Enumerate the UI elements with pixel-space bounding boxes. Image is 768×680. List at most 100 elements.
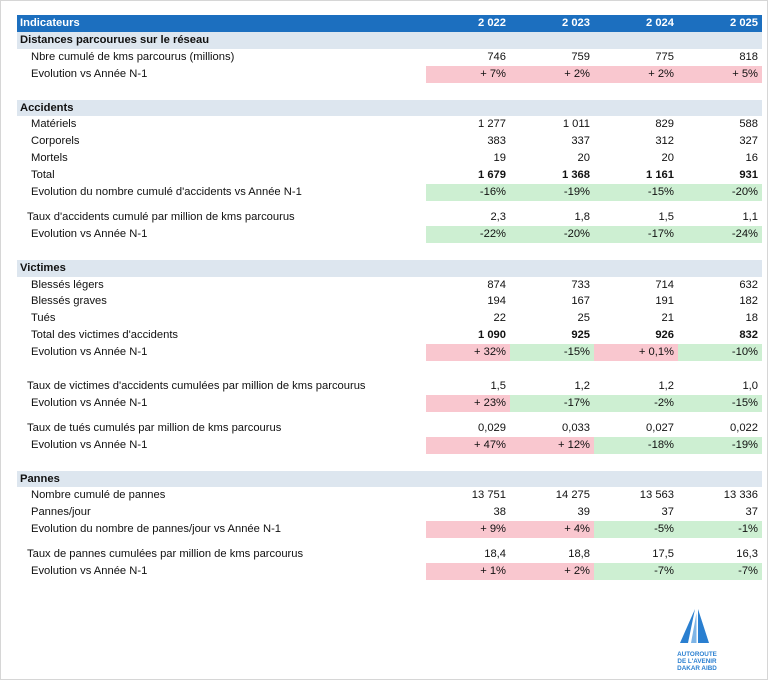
row-value: -15% <box>678 394 762 412</box>
row-value: 1 277 <box>478 118 506 131</box>
row-label: Total des victimes d'accidents <box>31 329 179 342</box>
row-value: 16 <box>745 152 758 165</box>
row-label: Evolution vs Année N-1 <box>31 67 148 80</box>
row-label: Matériels <box>31 118 77 131</box>
table-row: Taux de pannes cumulées par million de k… <box>17 546 762 563</box>
spacer-cell <box>17 454 762 471</box>
row-value: 38 <box>493 506 506 519</box>
row-value: 37 <box>745 506 758 519</box>
row-label: Total <box>31 169 55 182</box>
row-value: 746 <box>487 50 506 63</box>
row-label: Evolution du nombre cumulé d'accidents v… <box>31 186 302 199</box>
table-row: Total 1 679 1 368 1 161 931 <box>17 167 762 184</box>
table-row: Evolution vs Année N-1 -22% -20% -17% -24% <box>17 225 762 243</box>
row-value: + 5% <box>678 65 762 83</box>
row-value: + 12% <box>510 436 594 454</box>
row-label: Evolution vs Année N-1 <box>31 227 148 240</box>
row-value: 383 <box>487 135 506 148</box>
row-value: + 47% <box>426 436 510 454</box>
row-value: 1 090 <box>478 329 506 342</box>
spacer-cell <box>17 201 762 209</box>
row-label: Evolution du nombre de pannes/jour vs An… <box>31 523 282 536</box>
row-value: 16,3 <box>736 548 758 561</box>
table-row: Evolution vs Année N-1 + 47% + 12% -18% -19% <box>17 436 762 454</box>
row-value: 632 <box>739 278 758 291</box>
row-value: 37 <box>661 506 674 519</box>
table-row: Taux de tués cumulés par million de kms … <box>17 420 762 437</box>
logo-line: AUTOROUTE <box>677 651 717 658</box>
table-header-row: Indicateurs 2 022 2 023 2 024 2 025 <box>17 15 762 32</box>
row-label: Pannes/jour <box>31 506 91 519</box>
row-value: 1,2 <box>658 379 674 392</box>
table-row: Evolution vs Année N-1 + 32% -15% + 0,1% -10… <box>17 344 762 362</box>
row-value: 925 <box>571 329 590 342</box>
row-value: -7% <box>594 563 678 580</box>
row-label: Evolution vs Année N-1 <box>31 565 148 578</box>
row-spacer <box>17 412 762 420</box>
row-value: 1 368 <box>562 169 590 182</box>
row-label: Evolution vs Année N-1 <box>31 396 148 409</box>
row-value: 1,0 <box>742 379 758 392</box>
row-value: 39 <box>577 506 590 519</box>
section-spacer <box>17 454 762 471</box>
row-value: 1,5 <box>658 210 674 223</box>
row-value: + 0,1% <box>594 344 678 362</box>
row-value: 194 <box>487 295 506 308</box>
row-value: 931 <box>739 169 758 182</box>
table-row: Evolution du nombre de pannes/jour vs An… <box>17 521 762 539</box>
row-label: Nombre cumulé de pannes <box>31 489 166 502</box>
row-value: 1,1 <box>742 210 758 223</box>
row-value: -2% <box>594 394 678 412</box>
row-value: -7% <box>678 563 762 580</box>
row-label: Blessés légers <box>31 278 104 291</box>
section-header-row: Victimes <box>17 259 762 277</box>
row-value: -20% <box>510 225 594 243</box>
row-value: 1,5 <box>490 379 506 392</box>
section-header-row: Pannes <box>17 470 762 488</box>
row-value: 167 <box>571 295 590 308</box>
row-value: 1,2 <box>574 379 590 392</box>
row-value: 0,033 <box>562 421 590 434</box>
row-value: + 4% <box>510 521 594 539</box>
row-value: 0,029 <box>478 421 506 434</box>
row-spacer <box>17 538 762 546</box>
spacer-cell <box>17 412 762 420</box>
section-spacer <box>17 83 762 100</box>
table-row: Taux de victimes d'accidents cumulées pa… <box>17 378 762 395</box>
row-value: 926 <box>655 329 674 342</box>
table-row: Blessés légers 874 733 714 632 <box>17 277 762 294</box>
table-row: Matériels 1 277 1 011 829 588 <box>17 116 762 133</box>
row-spacer <box>17 361 762 378</box>
row-value: 20 <box>577 152 590 165</box>
table-row: Evolution vs Année N-1 + 7% + 2% + 2% + 5% <box>17 65 762 83</box>
row-value: 1,8 <box>574 210 590 223</box>
row-label: Taux de pannes cumulées par million de k… <box>27 548 304 561</box>
sail-logo-icon <box>680 609 709 643</box>
row-value: + 7% <box>426 65 510 83</box>
header-year: 2 022 <box>426 15 510 32</box>
table-row: Evolution du nombre cumulé d'accidents v… <box>17 184 762 201</box>
row-value: 20 <box>661 152 674 165</box>
row-label: Evolution vs Année N-1 <box>31 438 148 451</box>
row-value: -15% <box>594 184 678 201</box>
row-value: + 23% <box>426 394 510 412</box>
row-label: Nbre cumulé de kms parcourus (millions) <box>31 50 235 63</box>
row-value: 327 <box>739 135 758 148</box>
row-value: 18 <box>745 312 758 325</box>
table-row: Mortels 19 20 20 16 <box>17 150 762 167</box>
row-value: 588 <box>739 118 758 131</box>
row-value: -16% <box>426 184 510 201</box>
table-row: Nbre cumulé de kms parcourus (millions) 7… <box>17 49 762 66</box>
row-value: 818 <box>739 50 758 63</box>
row-value: 18,4 <box>484 548 506 561</box>
row-value: 21 <box>661 312 674 325</box>
row-value: 14 275 <box>555 489 590 502</box>
row-value: -19% <box>678 436 762 454</box>
section-spacer <box>17 243 762 260</box>
table-row: Nombre cumulé de pannes 13 751 14 275 13 56… <box>17 487 762 504</box>
section-header-row: Accidents <box>17 99 762 117</box>
row-value: -17% <box>510 394 594 412</box>
row-value: + 2% <box>594 65 678 83</box>
table-row: Evolution vs Année N-1 + 23% -17% -2% -15% <box>17 394 762 412</box>
row-value: 733 <box>571 278 590 291</box>
